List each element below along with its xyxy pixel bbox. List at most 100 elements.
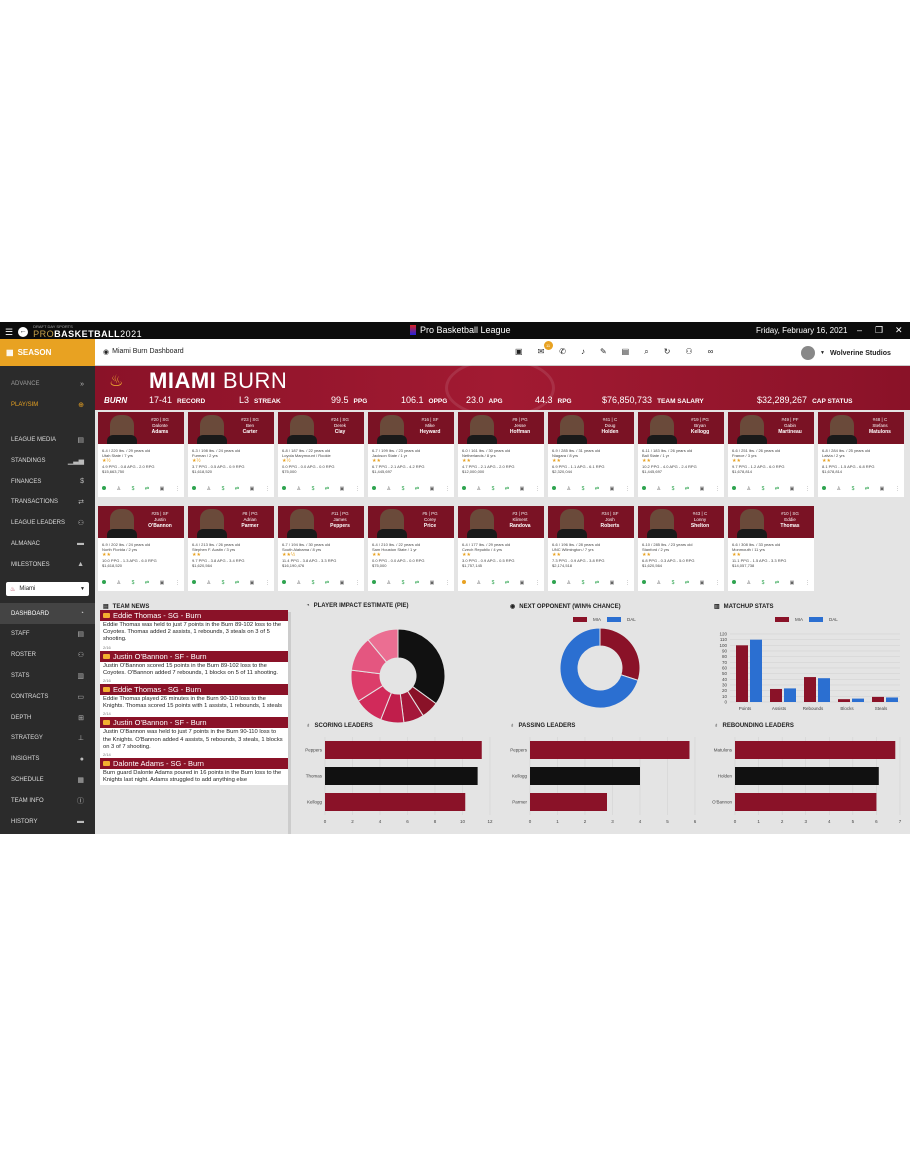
close-icon[interactable]: ✕	[895, 325, 903, 335]
sidebar-item-staff[interactable]: STAFF ▤	[0, 624, 95, 645]
player-last-name[interactable]: Hoffman	[509, 429, 531, 435]
sidebar-item-dashboard[interactable]: DASHBOARD ◔	[0, 603, 95, 624]
sidebar-item-stats[interactable]: STATS ▥	[0, 666, 95, 687]
mail-icon[interactable]: ✉ 11	[538, 341, 553, 357]
more-icon[interactable]: ⋮	[444, 580, 450, 586]
person-icon[interactable]: ♙	[566, 486, 572, 492]
player-card[interactable]: #10 | SG Eddie Thomas 6-6 / 308 lbs. / 33 y…	[728, 506, 814, 591]
trade-icon[interactable]: ⇄	[414, 486, 420, 492]
player-card[interactable]: #20 | SG Dalonte Adams 6-4 / 220 lbs. / 29 …	[98, 412, 184, 497]
player-card[interactable]: #24 | SG Derek Clay 6-8 / 187 lbs. / 22 yea…	[278, 412, 364, 497]
bus-icon[interactable]: ▣	[249, 486, 255, 492]
player-card[interactable]: #8 | PG Adrian Parmer 6-4 / 213 lbs. / 26 y…	[188, 506, 274, 591]
dollar-icon[interactable]: $	[491, 486, 495, 492]
edit-icon[interactable]: ✎	[599, 347, 607, 356]
more-icon[interactable]: ⋮	[174, 486, 180, 492]
player-last-name[interactable]: Heyward	[419, 429, 441, 435]
sidebar-item-standings[interactable]: STANDINGS ▁▃▅	[0, 450, 95, 471]
player-last-name[interactable]: Carter	[242, 429, 258, 435]
bus-icon[interactable]: ▣	[339, 486, 345, 492]
dollar-icon[interactable]: $	[851, 486, 855, 492]
player-card[interactable]: #49 | PF Gabin Martineau 6-6 / 251 lbs. / 2…	[728, 412, 814, 497]
trade-icon[interactable]: ⇄	[594, 486, 600, 492]
more-icon[interactable]: ⋮	[804, 486, 810, 492]
player-card[interactable]: #9 | PG Jesse Hoffman 6-0 / 161 lbs. / 30 y…	[458, 412, 544, 497]
trade-icon[interactable]: ⇄	[234, 486, 240, 492]
news-headline[interactable]: Eddie Thomas - SG - Burn	[113, 611, 202, 620]
trade-icon[interactable]: ⇄	[144, 486, 150, 492]
person-icon[interactable]: ♙	[386, 580, 392, 586]
more-icon[interactable]: ⋮	[804, 580, 810, 586]
dollar-icon[interactable]: $	[491, 580, 495, 586]
sidebar-item-strategy[interactable]: STRATEGY ⊥	[0, 728, 95, 749]
player-card[interactable]: #25 | SF Justin O'Bannon 6-9 / 202 lbs. / 2…	[98, 506, 184, 591]
bus-icon[interactable]: ▣	[609, 580, 615, 586]
trade-icon[interactable]: ⇄	[504, 580, 510, 586]
player-card[interactable]: #19 | PG Bryan Kellogg 6-11 / 183 lbs. / 26…	[638, 412, 724, 497]
sidebar-item-roster[interactable]: ROSTER ⚇	[0, 645, 95, 666]
trade-icon[interactable]: ⇄	[774, 580, 780, 586]
team-select[interactable]: ♨ Miami ▼	[6, 582, 89, 597]
sidebar-item-insights[interactable]: INSIGHTS ●	[0, 749, 95, 770]
trade-icon[interactable]: ⇄	[144, 580, 150, 586]
news-item[interactable]: Eddie Thomas - SG - Burn Eddie Thomas was…	[100, 610, 288, 651]
menu-icon[interactable]: ☰	[5, 326, 14, 337]
more-icon[interactable]: ⋮	[714, 486, 720, 492]
team-news-list[interactable]: Eddie Thomas - SG - Burn Eddie Thomas was…	[100, 610, 288, 834]
player-last-name[interactable]: Clay	[334, 429, 346, 435]
player-card[interactable]: #43 | C Lonny Shelton 6-10 / 285 lbs. / 23 …	[638, 506, 724, 591]
player-last-name[interactable]: Kellogg	[690, 429, 710, 435]
player-last-name[interactable]: Holden	[601, 429, 619, 435]
trade-icon[interactable]: ⇄	[594, 580, 600, 586]
more-icon[interactable]: ⋮	[534, 486, 540, 492]
trade-icon[interactable]: ⇄	[684, 580, 690, 586]
player-card[interactable]: #5 | PG Corey Price 6-4 / 210 lbs. / 22 yea…	[368, 506, 454, 591]
dollar-icon[interactable]: $	[311, 486, 315, 492]
person-icon[interactable]: ♙	[116, 486, 122, 492]
news-headline[interactable]: Justin O'Bannon - SF - Burn	[113, 718, 207, 728]
person-icon[interactable]: ♙	[656, 486, 662, 492]
dollar-icon[interactable]: $	[761, 486, 765, 492]
bus-icon[interactable]: ▣	[699, 486, 705, 492]
sidebar-item-contracts[interactable]: CONTRACTS ▭	[0, 686, 95, 707]
minimize-icon[interactable]: –	[857, 325, 863, 335]
news-headline[interactable]: Eddie Thomas - SG - Burn	[113, 685, 202, 695]
person-icon[interactable]: ♙	[746, 486, 752, 492]
bus-icon[interactable]: ▣	[789, 580, 795, 586]
news-headline[interactable]: Dalonte Adams - SG - Burn	[113, 759, 204, 769]
sidebar-item-transactions[interactable]: TRANSACTIONS ⇄	[0, 492, 95, 513]
phone-icon[interactable]: ✆	[559, 347, 566, 356]
news-item[interactable]: Eddie Thomas - SG - Burn Eddie Thomas pla…	[100, 684, 288, 718]
player-last-name[interactable]: Roberts	[600, 523, 620, 529]
person-icon[interactable]: ♙	[296, 580, 302, 586]
sidebar-item-history[interactable]: HISTORY ▬	[0, 811, 95, 832]
bus-icon[interactable]: ▣	[879, 486, 885, 492]
player-card[interactable]: #11 | PG James Peppers 6-7 / 194 lbs. / 30 …	[278, 506, 364, 591]
more-icon[interactable]: ⋮	[534, 580, 540, 586]
sidebar-item-league-leaders[interactable]: LEAGUE LEADERS ⚇	[0, 513, 95, 534]
trade-icon[interactable]: ⇄	[324, 580, 330, 586]
dollar-icon[interactable]: $	[581, 486, 585, 492]
person-icon[interactable]: ♙	[206, 580, 212, 586]
sidebar-item-team-info[interactable]: TEAM INFO ⓘ	[0, 790, 95, 811]
person-icon[interactable]: ♙	[746, 580, 752, 586]
player-last-name[interactable]: Adams	[151, 429, 169, 435]
refresh-icon[interactable]: ↻	[663, 347, 671, 356]
player-card[interactable]: #23 | SG Ben Carter 6-3 / 198 lbs. / 24 yea…	[188, 412, 274, 497]
person-icon[interactable]: ♙	[386, 486, 392, 492]
sidebar-item-almanac[interactable]: ALMANAC ▬	[0, 534, 95, 555]
person-icon[interactable]: ♙	[476, 486, 482, 492]
person-icon[interactable]: ♙	[656, 580, 662, 586]
dollar-icon[interactable]: $	[671, 580, 675, 586]
sidebar-playsim[interactable]: PLAY/SIM ⊕	[11, 402, 84, 410]
person-icon[interactable]: ♙	[296, 486, 302, 492]
player-card[interactable]: #16 | SF Mike Heyward 6-7 / 199 lbs. / 23 y…	[368, 412, 454, 497]
trade-icon[interactable]: ⇄	[414, 580, 420, 586]
more-icon[interactable]: ⋮	[354, 486, 360, 492]
more-icon[interactable]: ⋮	[894, 486, 900, 492]
person-icon[interactable]: ♙	[116, 580, 122, 586]
person-icon[interactable]: ♙	[836, 486, 842, 492]
more-icon[interactable]: ⋮	[354, 580, 360, 586]
bus-icon[interactable]: ▣	[429, 486, 435, 492]
player-card[interactable]: #3 | PG Kliment Randova 6-4 / 177 lbs. / 29…	[458, 506, 544, 591]
